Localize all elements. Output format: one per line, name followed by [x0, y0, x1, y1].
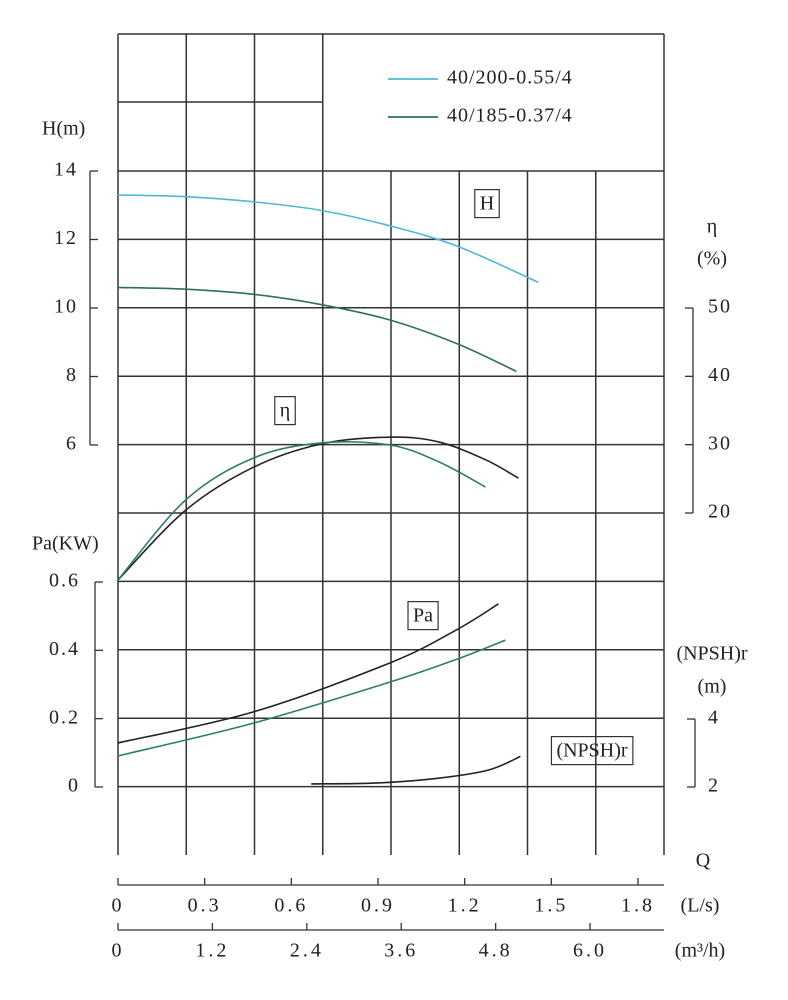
y-axis-label: (NPSH)r [676, 643, 747, 665]
x-tick-label: 2.4 [290, 940, 324, 962]
x-tick-label: 0 [112, 940, 125, 962]
curve-label-box [474, 188, 500, 219]
y-tick-label: 4 [708, 707, 720, 729]
curve [117, 436, 519, 581]
y-axis-label: η [707, 216, 717, 238]
legend-label: 40/185-0.37/4 [447, 105, 573, 127]
x-tick-label: 0 [112, 895, 125, 917]
curve-label-box [274, 395, 296, 426]
y-axis-label: (%) [697, 248, 727, 270]
y-tick-label: 0.2 [49, 706, 80, 728]
x-tick-label: 0.3 [188, 895, 222, 917]
y-tick-label: 14 [54, 159, 78, 181]
x-tick-label: 1.2 [195, 940, 229, 962]
y-tick-label: 0.6 [49, 570, 80, 592]
curve-label: η [280, 400, 290, 422]
x-unit: (m³/h) [675, 940, 725, 962]
y-tick-label: 10 [54, 296, 78, 318]
curve-label: Pa [413, 605, 433, 627]
y-tick-label: 50 [708, 296, 732, 318]
y-tick-label: 0.4 [49, 638, 80, 660]
y-axis-label: Pa(KW) [32, 533, 99, 555]
curve [117, 441, 486, 581]
y-tick-label: 6 [66, 433, 78, 455]
legend-label: 40/200-0.55/4 [447, 67, 573, 89]
curve-label-box [407, 600, 439, 631]
x-unit: (L/s) [681, 895, 720, 917]
y-tick-label: 20 [708, 501, 732, 523]
y-tick-label: 0 [68, 775, 80, 797]
x-tick-label: 6.0 [573, 940, 607, 962]
curve [117, 194, 539, 284]
y-tick-label: 40 [708, 364, 732, 386]
y-axis-label: (m) [698, 676, 727, 698]
curve [117, 603, 499, 744]
curve [117, 639, 506, 757]
curve-label: (NPSH)r [556, 740, 627, 762]
y-tick-label: 2 [708, 775, 720, 797]
x-tick-label: 4.8 [479, 940, 513, 962]
x-tick-label: 0.6 [274, 895, 308, 917]
y-tick-label: 12 [54, 227, 78, 249]
curve-label-box [550, 735, 634, 766]
curve-label: H [480, 193, 494, 215]
x-tick-label: 0.9 [361, 895, 395, 917]
x-label: Q [696, 850, 711, 872]
curve [311, 755, 521, 785]
x-tick-label: 3.6 [384, 940, 418, 962]
x-tick-label: 1.8 [621, 895, 655, 917]
y-tick-label: 8 [66, 364, 78, 386]
curve [117, 286, 517, 373]
y-tick-label: 30 [708, 432, 732, 454]
x-tick-label: 1.2 [448, 895, 482, 917]
y-axis-label: H(m) [42, 118, 85, 140]
x-tick-label: 1.5 [534, 895, 568, 917]
